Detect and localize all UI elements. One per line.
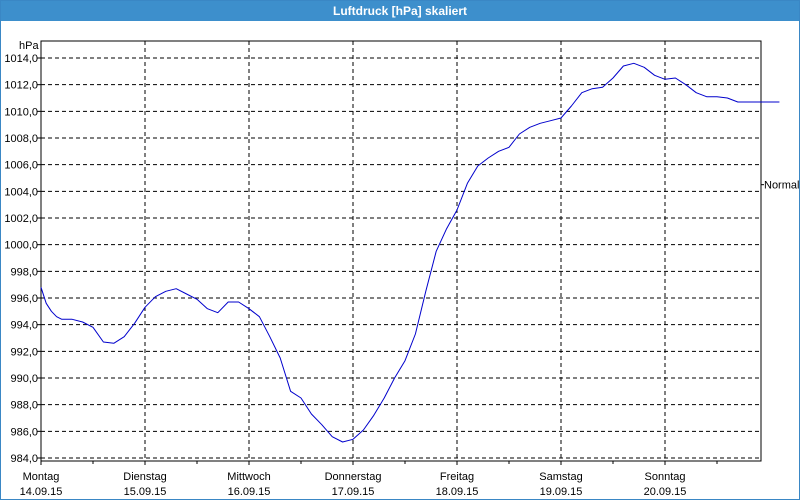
x-tick-date: 20.09.15 — [644, 486, 687, 498]
y-tick-label: 1006,0 — [4, 160, 38, 172]
window-title: Luftdruck [hPa] skaliert — [1, 1, 799, 21]
x-tick-date: 18.09.15 — [436, 486, 479, 498]
x-tick-day: Freitag — [440, 471, 474, 483]
x-tick-date: 14.09.15 — [20, 486, 63, 498]
x-tick-date: 19.09.15 — [540, 486, 583, 498]
y-tick-label: 984,0 — [10, 453, 38, 465]
y-tick-label: 1010,0 — [4, 106, 38, 118]
grid — [41, 41, 761, 461]
y-tick-label: 1004,0 — [4, 186, 38, 198]
annotations: Normal — [761, 180, 799, 192]
x-tick-day: Dienstag — [123, 471, 166, 483]
x-tick-labels: Montag 14.09.15 Dienstag 15.09.15 Mittwoch 16… — [20, 471, 687, 498]
x-tick-day: Donnerstag — [325, 471, 382, 483]
x-tick-date: 16.09.15 — [228, 486, 271, 498]
pressure-series-line — [40, 62, 780, 443]
x-tick-day: Montag — [23, 471, 60, 483]
x-tick-day: Samstag — [539, 471, 582, 483]
normal-label: Normal — [764, 180, 799, 192]
y-tick-label: 1014,0 — [4, 53, 38, 65]
series-lines — [40, 62, 780, 443]
y-tick-label: 1008,0 — [4, 133, 38, 145]
y-tick-label: 1012,0 — [4, 80, 38, 92]
y-axis-label: hPa — [19, 40, 39, 52]
axes — [37, 40, 762, 465]
y-tick-label: 994,0 — [10, 320, 38, 332]
y-tick-label: 988,0 — [10, 400, 38, 412]
y-tick-label: 996,0 — [10, 293, 38, 305]
x-tick-day: Mittwoch — [227, 471, 270, 483]
y-tick-label: 1002,0 — [4, 213, 38, 225]
y-tick-label: 990,0 — [10, 373, 38, 385]
y-tick-label: 992,0 — [10, 346, 38, 358]
y-tick-label: 986,0 — [10, 426, 38, 438]
plot-frame — [40, 40, 762, 462]
y-tick-label: 998,0 — [10, 266, 38, 278]
x-tick-date: 15.09.15 — [124, 486, 167, 498]
y-tick-label: 1000,0 — [4, 240, 38, 252]
x-tick-date: 17.09.15 — [332, 486, 375, 498]
x-tick-day: Sonntag — [645, 471, 686, 483]
y-tick-labels: 984,0 986,0 988,0 990,0 992,0 994,0 996,0 998,0… — [4, 53, 38, 465]
